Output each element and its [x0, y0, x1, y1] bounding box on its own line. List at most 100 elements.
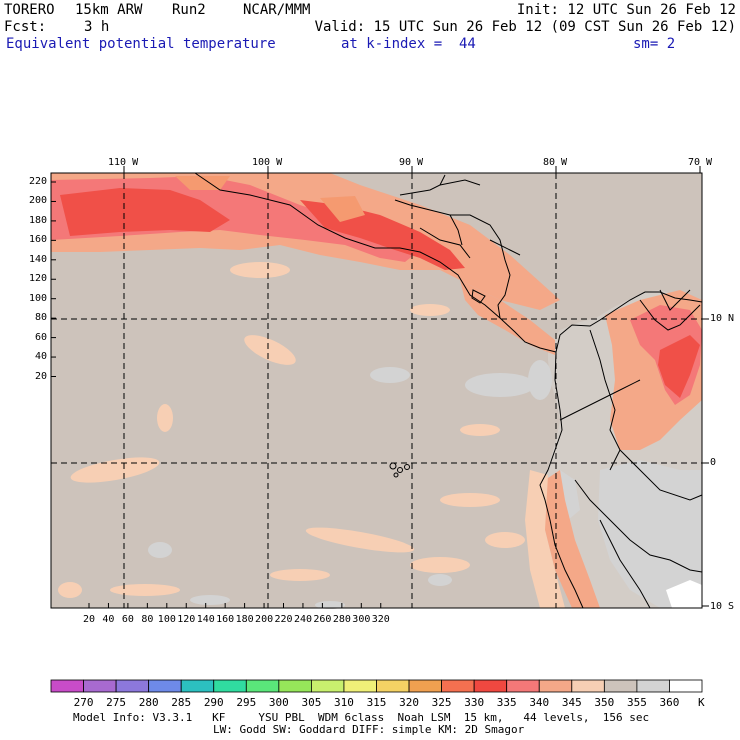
colorbar-swatch	[278, 679, 312, 693]
colorbar	[50, 679, 703, 693]
x-tick-label: 140	[196, 614, 215, 625]
ocean-grey-blobs	[148, 360, 552, 609]
x-tick-label: 240	[293, 614, 312, 625]
colorbar-swatch	[213, 679, 247, 693]
x-tick-label: 200	[255, 614, 274, 625]
colorbar-swatch	[376, 679, 410, 693]
lon-label-80w: 80 W	[543, 157, 568, 168]
x-tick-label: 60	[121, 614, 134, 625]
colorbar-label: 335	[496, 696, 517, 709]
colorbar-label: 360	[659, 696, 680, 709]
white-patch	[666, 580, 702, 608]
warm-corridor	[460, 280, 555, 355]
colorbar-label: 270	[73, 696, 94, 709]
colorbar-label: 290	[203, 696, 224, 709]
y-tick-label: 140	[28, 253, 47, 265]
footer-physics: LW: Godd SW: Goddard DIFF: simple KM: 2D…	[213, 723, 525, 736]
org-label: NCAR/MMM	[243, 2, 311, 18]
colorbar-swatch	[50, 679, 84, 693]
colorbar-label: 345	[561, 696, 582, 709]
smooth-label: sm= 2	[633, 36, 676, 52]
colorbar-label: 275	[106, 696, 127, 709]
y-axis-ticks	[51, 181, 56, 377]
valid-time: Valid: 15 UTC Sun 26 Feb 12 (09 CST Sun …	[314, 19, 736, 35]
resolution: 15km ARW	[75, 2, 143, 18]
colorbar-swatch	[473, 679, 508, 693]
colorbar-swatch	[669, 679, 703, 693]
footer-model-info: Model Info: V3.3.1 KF YSU PBL WDM 6class…	[73, 711, 650, 724]
colorbar-swatch	[571, 679, 605, 693]
y-tick-label: 40	[34, 351, 47, 363]
colorbar-label: 280	[138, 696, 159, 709]
colorbar-label: 330	[464, 696, 485, 709]
y-tick-label: 220	[28, 176, 47, 187]
colorbar-label: 295	[236, 696, 257, 709]
red-core-nw	[60, 188, 230, 236]
colorbar-swatch	[310, 679, 345, 693]
colorbar-swatch	[148, 679, 182, 693]
red-ne	[658, 335, 700, 398]
y-tick-label: 60	[34, 331, 47, 343]
colorbar-swatch	[83, 679, 117, 693]
colorbar-label: 305	[301, 696, 322, 709]
x-tick-label: 20	[82, 614, 96, 625]
lon-label-110w: 110 W	[108, 157, 139, 168]
colorbar-label: 320	[399, 696, 419, 709]
warm-coast-south	[545, 470, 600, 608]
fcst-value: 3 h	[84, 19, 110, 35]
colorbar-swatch	[506, 679, 540, 693]
map-frame	[50, 172, 703, 609]
x-axis-ticks	[88, 603, 382, 608]
colorbar-label: 325	[431, 696, 452, 709]
light-coast-south	[525, 470, 565, 608]
field-name: Equivalent potential temperature	[6, 36, 276, 52]
x-tick-label: 180	[235, 614, 254, 625]
model-name: TORERO	[4, 2, 55, 18]
init-time: Init: 12 UTC Sun 26 Feb 12	[516, 2, 736, 18]
lon-label-90w: 90 W	[399, 157, 424, 168]
x-tick-label: 40	[102, 614, 115, 625]
colorbar-label: 315	[366, 696, 387, 709]
colorbar-label: 340	[529, 696, 550, 709]
lat-label-0: 0	[710, 457, 717, 468]
colorbar-swatch	[408, 679, 442, 693]
lat-label-10n: 10 N	[710, 313, 735, 324]
lat-ticks	[702, 318, 709, 607]
orange-spot-1	[320, 196, 365, 222]
y-tick-label: 180	[28, 214, 47, 226]
colorbar-swatch	[343, 679, 377, 693]
map-plot	[50, 172, 703, 609]
colorbar-swatch	[441, 679, 475, 693]
colorbar-label: 300	[268, 696, 289, 709]
colorbar-swatch	[180, 679, 215, 693]
graticule	[51, 173, 702, 608]
lon-label-70w: 70 W	[688, 157, 713, 168]
lat-label-10s: 10 S	[710, 601, 735, 612]
colorbar-swatch	[603, 679, 638, 693]
colorbar-label: 355	[626, 696, 647, 709]
y-tick-label: 100	[28, 292, 47, 304]
x-tick-label: 320	[371, 614, 390, 625]
colorbar-label: 350	[594, 696, 615, 709]
ocean-peach-blobs	[58, 262, 525, 598]
y-tick-label: 80	[34, 312, 47, 324]
x-tick-label: 100	[157, 614, 176, 625]
colorbar-swatch	[636, 679, 670, 693]
colorbar-label: 310	[334, 696, 354, 709]
x-tick-label: 120	[177, 614, 196, 625]
y-tick-label: 160	[28, 234, 47, 246]
colorbar-swatch	[115, 679, 150, 693]
colorbar-swatch	[245, 679, 280, 693]
colorbar-label: 285	[171, 696, 192, 709]
x-tick-label: 260	[313, 614, 332, 625]
y-tick-label: 200	[28, 195, 47, 207]
level-label: at k-index = 44	[341, 36, 476, 52]
y-tick-label: 20	[34, 370, 47, 382]
colorbar-unit: K	[698, 696, 705, 709]
colorbar-swatch	[538, 679, 573, 693]
andes-grey-1	[598, 460, 702, 608]
fcst-label: Fcst:	[4, 19, 47, 35]
x-tick-label: 300	[352, 614, 371, 625]
x-tick-label: 280	[332, 614, 351, 625]
